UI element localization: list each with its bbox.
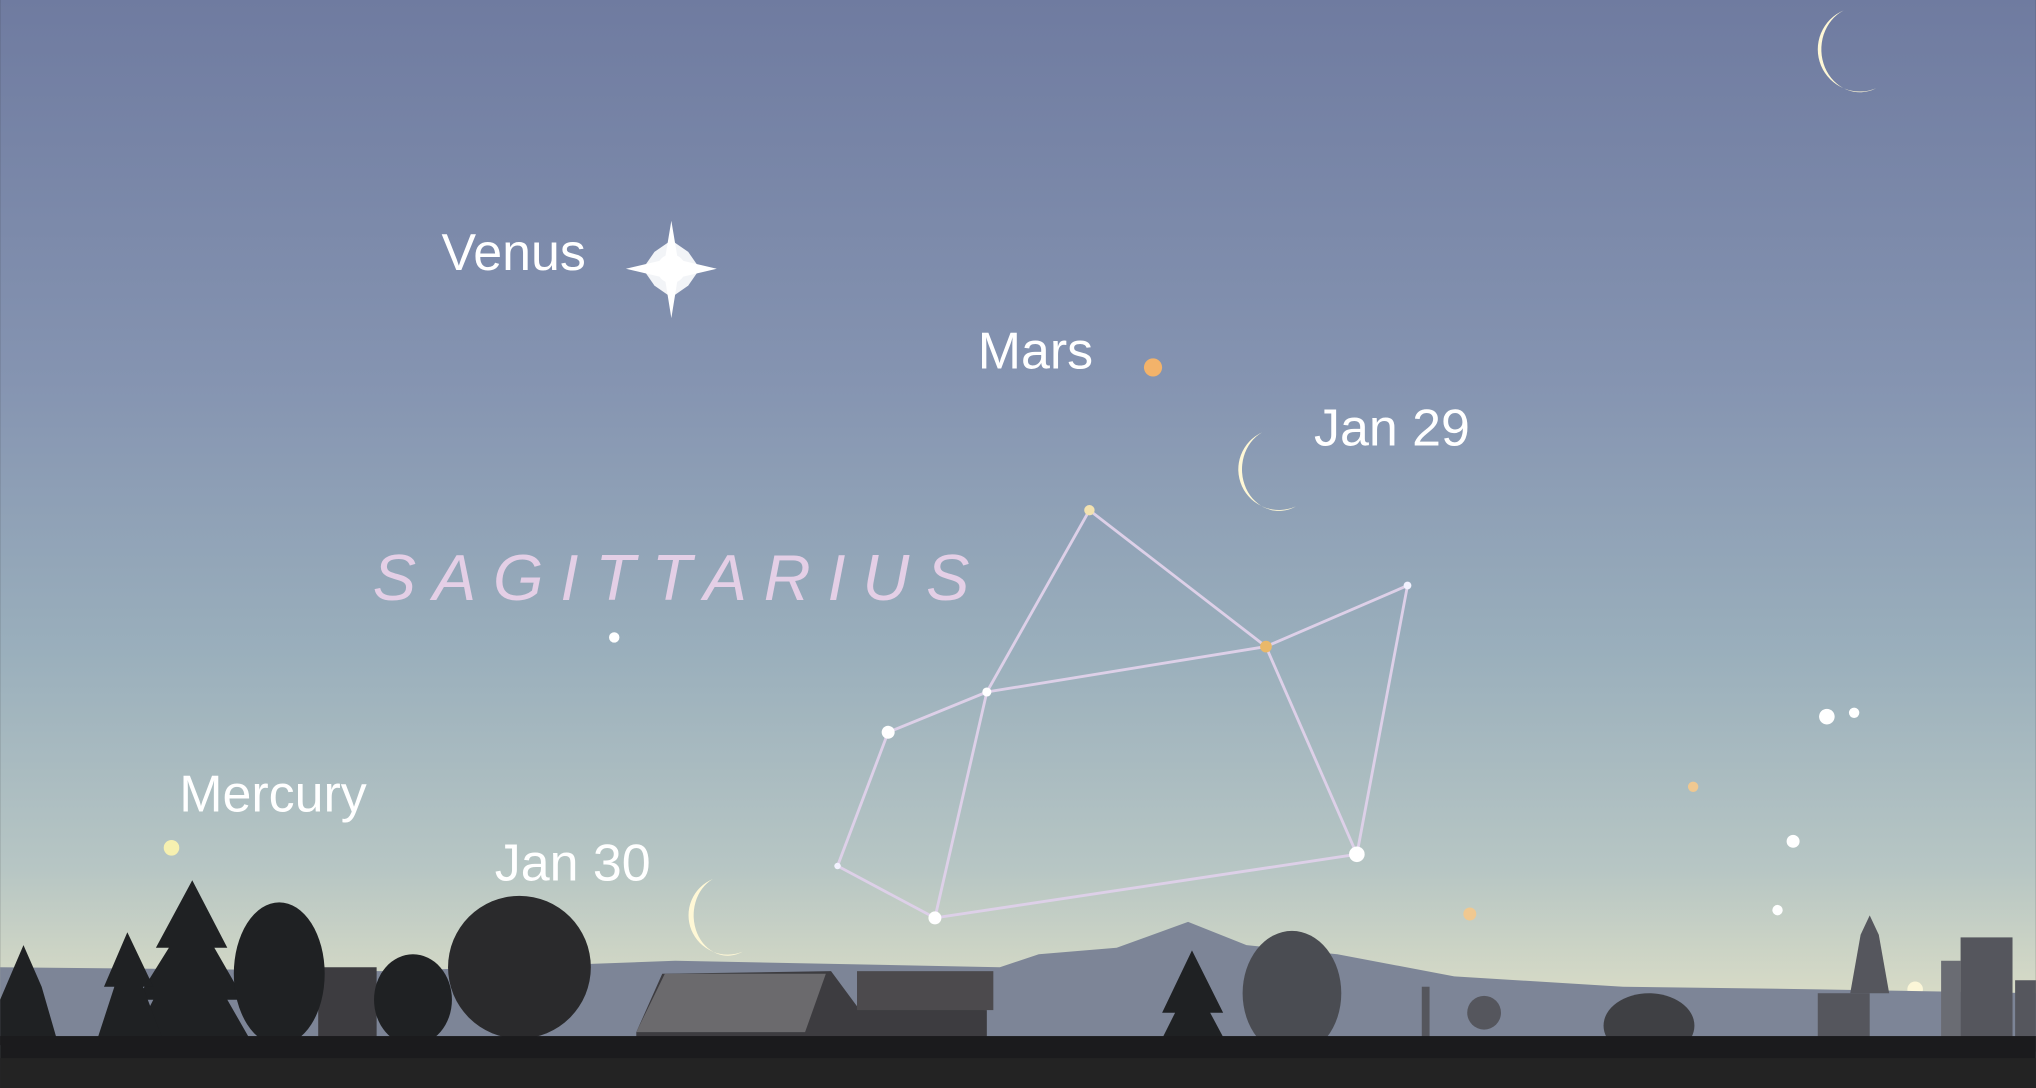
constellation-stars: [882, 726, 895, 739]
trees: [374, 954, 452, 1045]
constellation-stars: [834, 863, 840, 869]
ground: [0, 1058, 2036, 1088]
moon-label: Jan 30: [495, 834, 651, 892]
background-stars: [1463, 908, 1476, 921]
constellation-stars: [1349, 847, 1365, 863]
constellation-stars: [928, 911, 941, 924]
planet-label: Mercury: [179, 765, 367, 823]
venus-marker: [657, 254, 686, 283]
buildings: [318, 967, 376, 1038]
buildings: [1422, 987, 1430, 1039]
background-stars: [1819, 709, 1835, 725]
background-stars: [1772, 905, 1782, 915]
buildings: [1467, 996, 1501, 1030]
buildings: [636, 974, 826, 1032]
background-stars: [609, 632, 619, 642]
sky-illustration: Venus Mars Mercury Jan 29 Jan 30 SAGITTA…: [0, 0, 2036, 1088]
page: {"planets": [{"label": "Venus"}, {"label…: [0, 0, 2036, 1088]
constellation-stars: [1084, 505, 1094, 515]
planet-label: Venus: [442, 224, 586, 282]
constellation-label: SAGITTARIUS: [373, 541, 987, 614]
trees: [234, 902, 325, 1045]
trees: [448, 896, 591, 1039]
background-stars: [1849, 708, 1859, 718]
planet-label: Mars: [978, 323, 1093, 381]
background-stars: [1787, 835, 1800, 848]
constellation-stars: [1404, 582, 1412, 590]
mercury-marker: [164, 840, 180, 856]
constellation-stars: [1260, 641, 1272, 653]
buildings: [857, 971, 993, 1010]
background-stars: [1688, 782, 1698, 792]
moon-label: Jan 29: [1314, 399, 1470, 457]
mars-marker: [1144, 358, 1162, 376]
constellation-stars: [982, 687, 991, 696]
